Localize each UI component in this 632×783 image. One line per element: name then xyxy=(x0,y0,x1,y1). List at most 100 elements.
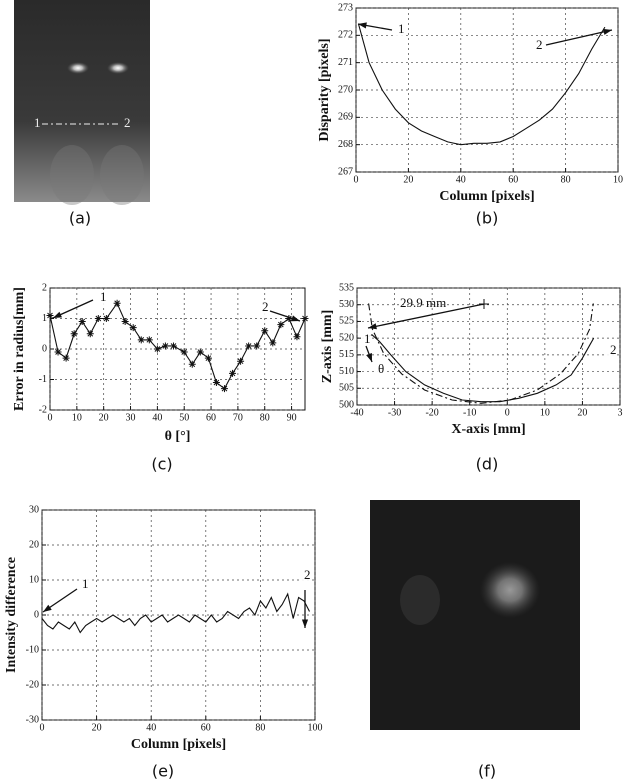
data-point xyxy=(269,339,277,347)
data-point xyxy=(229,369,237,377)
annotation-bg xyxy=(259,301,269,315)
x-tick-label: -20 xyxy=(425,407,438,418)
annotation: 29.9 mm xyxy=(400,295,446,310)
y-tick-label: 535 xyxy=(339,282,354,293)
data-point xyxy=(70,330,78,338)
annotation-bg xyxy=(361,333,371,347)
x-tick-label: 60 xyxy=(206,412,216,423)
x-tick-label: -40 xyxy=(350,407,363,418)
data-line xyxy=(368,303,594,404)
data-point xyxy=(102,315,110,322)
annotation: 2 xyxy=(610,342,617,357)
annotation-bg xyxy=(301,569,311,583)
y-tick-label: 271 xyxy=(338,57,353,68)
data-point xyxy=(46,311,54,319)
x-tick-label: 3 xyxy=(618,407,623,418)
caption: (d) xyxy=(476,455,499,474)
data-point xyxy=(293,333,301,341)
y-tick-label: 30 xyxy=(29,504,39,515)
x-tick-label: 0 xyxy=(40,722,45,733)
data-point xyxy=(212,379,220,387)
data-point xyxy=(237,357,245,365)
data-point xyxy=(137,336,145,344)
image-f: (f) xyxy=(370,500,580,781)
y-tick-label: 0 xyxy=(34,609,39,620)
data-point xyxy=(301,315,309,322)
y-tick-label: 1 xyxy=(42,313,47,324)
data-point xyxy=(54,348,62,356)
x-axis-label: X-axis [mm] xyxy=(451,422,525,437)
arrow-head xyxy=(301,619,309,628)
y-tick-label: 515 xyxy=(339,349,354,360)
image-label: 2 xyxy=(124,115,131,130)
x-tick-label: -30 xyxy=(388,407,401,418)
chart: 0 10 20 30 40 50 60 70 80 90 -2 -1 0 1 2 θ [°] Error in … xyxy=(12,282,309,474)
x-tick-label: 40 xyxy=(152,412,162,423)
annotation-bg xyxy=(533,39,543,53)
x-tick-label: -10 xyxy=(463,407,476,418)
image-background xyxy=(14,0,150,202)
y-tick-label: -30 xyxy=(26,714,39,725)
y-tick-label: 520 xyxy=(339,332,354,343)
y-tick-label: 267 xyxy=(338,166,353,177)
arrow-head xyxy=(366,353,372,362)
plot-frame xyxy=(356,287,621,406)
arrow xyxy=(367,303,485,329)
chart: -40 -30 -20 -10 0 10 20 3 500 505 510 515 520 525 530 5… xyxy=(320,282,622,473)
data-point xyxy=(204,354,212,362)
data-point xyxy=(129,324,137,332)
data-point xyxy=(277,321,285,329)
shade xyxy=(50,145,94,205)
y-tick-label: 20 xyxy=(29,539,39,550)
y-tick-label: 273 xyxy=(338,2,353,13)
data-point xyxy=(188,360,196,368)
x-tick-label: 10 xyxy=(72,412,82,423)
y-tick-label: 525 xyxy=(339,316,354,327)
arrow-head xyxy=(53,311,62,318)
data-point xyxy=(196,348,204,356)
y-tick-label: -20 xyxy=(26,679,39,690)
y-tick-label: 2 xyxy=(42,282,47,293)
data-line xyxy=(368,334,595,403)
image-a: 1 2 (a) xyxy=(14,0,150,228)
data-point xyxy=(86,330,94,338)
data-line xyxy=(49,302,306,390)
caption: (e) xyxy=(152,762,174,781)
arrow-head xyxy=(368,323,377,330)
y-tick-label: -1 xyxy=(39,374,47,385)
data-point xyxy=(145,336,153,344)
annotation-bg xyxy=(97,291,107,305)
y-tick-label: 10 xyxy=(29,574,39,585)
x-tick-label: 80 xyxy=(260,412,270,423)
data-point xyxy=(261,327,269,335)
x-tick-label: 0 xyxy=(505,407,510,418)
bright-spot xyxy=(107,62,129,74)
arrow-head xyxy=(291,315,300,322)
arrow-head xyxy=(603,28,612,35)
x-tick-label: 20 xyxy=(577,407,587,418)
arrow-head xyxy=(43,604,52,612)
annotation-bg xyxy=(375,363,385,377)
annotation: 2 xyxy=(262,299,269,314)
x-tick-label: 0 xyxy=(354,174,359,185)
annotation: 1 xyxy=(364,331,371,346)
x-axis-label: Column [pixels] xyxy=(439,189,534,204)
caption: (c) xyxy=(151,455,172,474)
image-background xyxy=(370,500,580,730)
x-tick-label: 50 xyxy=(179,412,189,423)
arrow xyxy=(545,29,613,46)
y-tick-label: 505 xyxy=(339,383,354,394)
caption: (b) xyxy=(476,209,499,228)
x-tick-label: 90 xyxy=(287,412,297,423)
data-point xyxy=(169,342,177,350)
caption: (a) xyxy=(69,209,91,228)
x-tick-label: 60 xyxy=(508,174,518,185)
y-axis-label: Intensity difference xyxy=(4,557,19,673)
annotation-bg xyxy=(79,578,89,592)
data-point xyxy=(285,315,293,322)
annotation-bg xyxy=(395,23,405,37)
data-point xyxy=(113,299,121,307)
x-tick-label: 20 xyxy=(92,722,102,733)
annotation: 2 xyxy=(536,37,543,52)
